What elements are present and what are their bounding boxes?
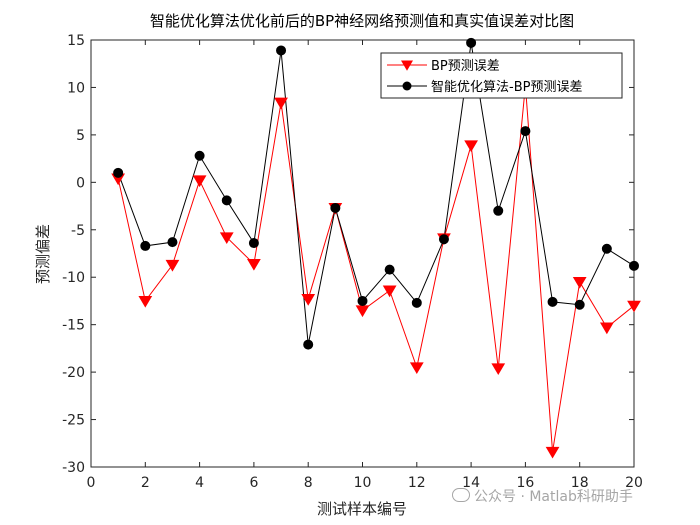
data-point — [601, 243, 612, 254]
x-tick-label: 20 — [625, 475, 643, 491]
data-point — [411, 297, 422, 308]
data-point — [574, 299, 585, 310]
data-point — [547, 296, 558, 307]
x-tick-label: 16 — [516, 475, 534, 491]
data-point — [627, 300, 641, 313]
x-tick-label: 4 — [195, 475, 204, 491]
chart-title: 智能优化算法优化前后的BP神经网络预测值和真实值误差对比图 — [150, 12, 574, 30]
x-tick-label: 0 — [87, 475, 96, 491]
data-point — [572, 276, 587, 289]
data-point — [599, 322, 614, 335]
data-point — [301, 294, 316, 306]
legend-box — [380, 52, 623, 99]
data-point — [438, 234, 449, 245]
data-point — [248, 238, 259, 249]
x-tick-label: 2 — [141, 475, 150, 491]
legend-label: BP预测误差 — [431, 59, 500, 74]
watermark: 公众号 · Matlab科研助手 — [452, 486, 633, 506]
x-tick-label: 18 — [571, 475, 589, 491]
legend-marker — [402, 81, 412, 91]
data-point — [629, 260, 639, 271]
data-point — [464, 140, 478, 153]
data-point — [545, 446, 560, 459]
y-tick-label: -20 — [62, 365, 85, 381]
data-point — [165, 259, 180, 272]
data-point — [493, 205, 504, 216]
y-tick-label: 0 — [76, 175, 85, 191]
data-point — [113, 167, 124, 178]
x-axis-title: 测试样本编号 — [317, 500, 407, 518]
data-point — [221, 195, 232, 206]
data-point — [194, 150, 205, 161]
series-line-1 — [117, 85, 635, 452]
y-tick-label: 5 — [76, 128, 85, 144]
x-tick-label: 8 — [304, 475, 313, 491]
data-point — [357, 295, 368, 306]
wechat-icon — [452, 488, 470, 502]
data-point — [247, 258, 261, 271]
data-point — [138, 295, 153, 308]
y-tick-label: -5 — [71, 223, 85, 239]
series-line-2 — [117, 42, 635, 345]
x-tick-label: 12 — [408, 475, 426, 491]
y-tick-label: -15 — [62, 318, 85, 334]
data-point — [382, 285, 397, 298]
legend-label: 智能优化算法-BP预测误差 — [431, 80, 582, 95]
data-point — [167, 237, 178, 248]
data-point — [491, 363, 506, 376]
x-tick-label: 6 — [249, 475, 258, 491]
data-point — [219, 232, 234, 245]
y-tick-label: 10 — [67, 80, 85, 96]
data-point — [330, 202, 341, 213]
y-axis-title: 预测偏差 — [34, 224, 52, 284]
x-tick-label: 14 — [462, 475, 480, 491]
axis-ticks: 0 2 4 6 8 10 12 14 16 18 20 -30 -25 -20 -15 -10 -5 0 5 10 15 — [62, 33, 643, 491]
data-point — [409, 362, 424, 375]
data-point — [140, 240, 151, 251]
data-point — [303, 339, 314, 350]
y-tick-label: -10 — [62, 270, 85, 286]
data-point — [384, 264, 395, 275]
y-tick-label: -30 — [62, 460, 85, 476]
data-point — [276, 45, 287, 56]
y-tick-label: 15 — [67, 33, 85, 49]
series-layer — [111, 37, 641, 459]
plot-area — [90, 39, 635, 468]
watermark-text: 公众号 · Matlab科研助手 — [474, 489, 633, 505]
legend-marker — [401, 60, 413, 71]
data-point — [192, 175, 207, 188]
x-tick-label: 10 — [354, 475, 372, 491]
data-point — [466, 37, 477, 48]
y-tick-label: -25 — [62, 413, 85, 429]
data-point — [274, 97, 288, 110]
data-point — [520, 126, 531, 137]
